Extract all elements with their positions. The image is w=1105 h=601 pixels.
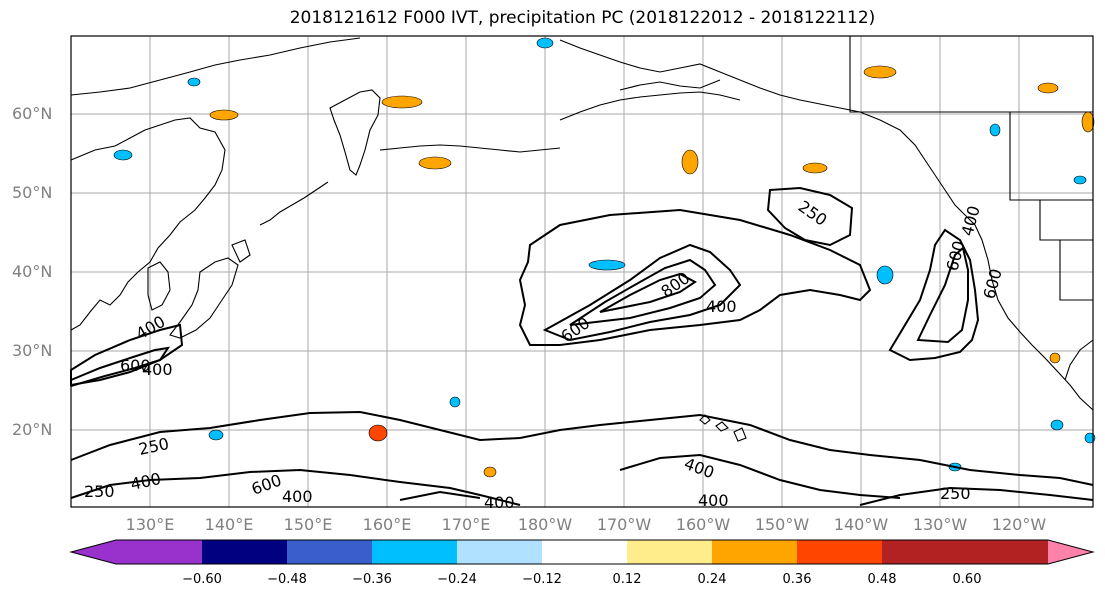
map-title: 2018121612 F000 IVT, precipitation PC (2…	[289, 8, 876, 28]
lon-label-180w: 180°W	[517, 515, 573, 534]
lat-label-60n: 60°N	[12, 104, 53, 123]
colorbar-segment	[372, 540, 457, 564]
contour-label-400-south: 400	[282, 487, 313, 506]
colorbar-segment	[542, 540, 627, 564]
precipitation-anomaly-patches	[113, 37, 1096, 478]
lon-label-130w: 130°W	[912, 515, 968, 534]
lon-label-170w: 170°W	[596, 515, 652, 534]
lat-label-50n: 50°N	[12, 183, 53, 202]
colorbar-tick-label: 0.24	[697, 572, 727, 587]
colorbar-segment	[457, 540, 542, 564]
lat-label-20n: 20°N	[12, 420, 53, 439]
colorbar-segment	[627, 540, 712, 564]
map-frame	[70, 35, 1094, 508]
lon-label-120w: 120°W	[991, 515, 1047, 534]
lat-label-30n: 30°N	[12, 341, 53, 360]
contour-label-400-japan-2: 400	[142, 360, 173, 379]
contour-label-250-southeast: 250	[940, 484, 971, 503]
colorbar-segment	[882, 540, 967, 564]
colorbar-tick-label: 0.48	[867, 572, 897, 587]
colorbar-segment	[287, 540, 372, 564]
colorbar-segment	[712, 540, 797, 564]
lon-label-170e: 170°E	[441, 515, 491, 534]
contour-label-400-central: 400	[706, 297, 737, 316]
colorbar-tick-label: −0.24	[437, 572, 477, 587]
lon-label-150e: 150°E	[283, 515, 333, 534]
contour-label-600-japan: 600	[120, 356, 151, 375]
colorbar-extend-high	[1048, 540, 1093, 564]
colorbar-tick-label: 0.12	[612, 572, 642, 587]
contour-label-250-corner: 250	[84, 482, 115, 501]
colorbar	[69, 539, 1095, 565]
lon-label-140w: 140°W	[833, 515, 889, 534]
colorbar-segment	[116, 540, 202, 564]
colorbar-segment	[797, 540, 882, 564]
colorbar-tick-label: −0.60	[182, 572, 222, 587]
contour-label-400-hawaii-south: 400	[698, 491, 729, 510]
colorbar-outline	[69, 539, 1095, 565]
graticule	[71, 36, 1093, 507]
lon-label-150w: 150°W	[754, 515, 810, 534]
colorbar-tick-label: −0.48	[267, 572, 307, 587]
lat-label-40n: 40°N	[12, 262, 53, 281]
lon-label-140e: 140°E	[204, 515, 254, 534]
lon-label-160w: 160°W	[675, 515, 731, 534]
colorbar-segment	[202, 540, 287, 564]
lon-label-130e: 130°E	[125, 515, 175, 534]
colorbar-tick-label: 0.36	[782, 572, 812, 587]
colorbar-tick-label: −0.36	[352, 572, 392, 587]
colorbar-segment	[967, 540, 1048, 564]
colorbar-extend-low	[71, 540, 116, 564]
ivt-contours	[70, 186, 1094, 506]
colorbar-tick-label: −0.12	[522, 572, 562, 587]
colorbar-tick-label: 0.60	[952, 572, 982, 587]
lon-label-160e: 160°E	[362, 515, 412, 534]
contour-label-400-south-central: 400	[484, 493, 515, 512]
